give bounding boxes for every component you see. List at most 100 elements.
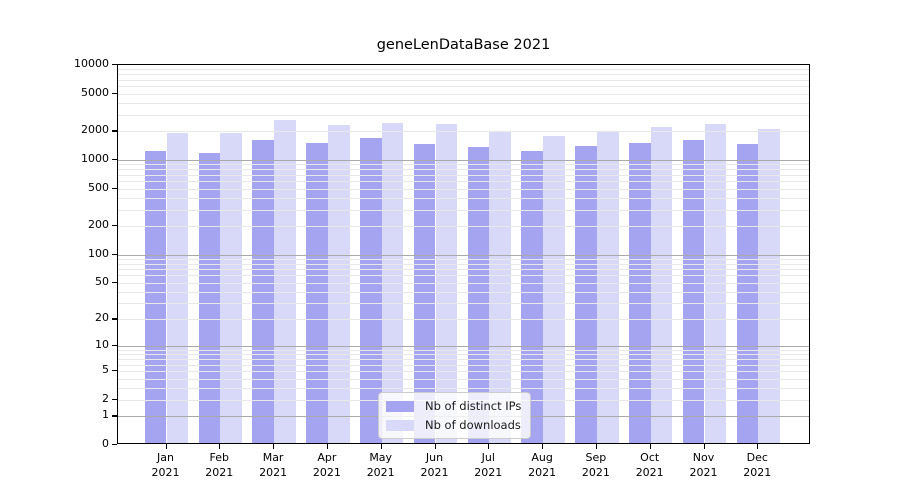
x-tick-label: Nov 2021: [676, 451, 732, 480]
month-label: Oct: [640, 451, 660, 464]
y-tick-label: 2000: [81, 123, 109, 137]
bar: [543, 135, 565, 443]
y-axis-tick: [112, 281, 117, 283]
legend-label-distinct-ips: Nb of distinct IPs: [425, 399, 522, 413]
y-tick-label: 100: [88, 246, 109, 260]
y-axis-tick: [112, 370, 117, 372]
x-axis-tick: [542, 444, 544, 449]
gridline-minor: [118, 226, 809, 228]
bar: [521, 151, 544, 443]
bar: [198, 152, 221, 443]
y-axis-tick: [112, 92, 117, 94]
gridline-minor: [118, 69, 809, 71]
year-label: 2021: [366, 465, 395, 479]
y-tick-label: 5000: [81, 85, 109, 99]
gridline-minor: [118, 359, 809, 361]
gridline-minor: [118, 378, 809, 380]
month-label: Aug: [531, 451, 553, 464]
gridline-minor: [118, 169, 809, 171]
bar: [252, 139, 275, 443]
x-tick-label: Mar 2021: [245, 451, 301, 480]
y-axis-tick: [112, 345, 117, 347]
year-label: 2021: [743, 465, 772, 479]
legend-label-downloads: Nb of downloads: [425, 418, 521, 432]
gridline-minor: [118, 350, 809, 351]
y-tick-label: 2: [102, 391, 109, 405]
month-label: Apr: [317, 451, 337, 464]
month-label: Jun: [425, 451, 444, 464]
y-axis-tick: [112, 130, 117, 132]
y-tick-label: 10: [95, 338, 109, 352]
gridline-major: [118, 346, 809, 348]
gridline-minor: [118, 174, 809, 176]
month-label: Dec: [746, 451, 768, 464]
gridline-minor: [118, 258, 809, 260]
year-label: 2021: [151, 465, 180, 479]
gridline-minor: [118, 354, 809, 356]
y-tick-label: 500: [88, 180, 109, 194]
gridline-minor: [118, 364, 809, 366]
bar: [166, 132, 189, 443]
gridline-minor: [118, 371, 809, 373]
y-axis-tick: [112, 253, 117, 255]
gridline-minor: [118, 102, 809, 104]
gridline-minor: [118, 387, 809, 389]
y-tick-label: 0: [102, 437, 109, 450]
month-label: Jul: [481, 451, 495, 464]
legend-swatch-downloads: [386, 419, 414, 431]
x-tick-label: Aug 2021: [514, 451, 570, 480]
gridline-minor: [118, 181, 809, 182]
bar: [736, 144, 759, 443]
y-axis-tick: [112, 187, 117, 189]
x-axis-tick: [434, 444, 436, 449]
y-tick-label: 200: [88, 218, 109, 232]
gridline-minor: [118, 263, 809, 265]
gridline-minor: [118, 114, 809, 116]
gridline-minor: [118, 93, 809, 95]
x-tick-label: Apr 2021: [299, 451, 355, 480]
x-tick-label: May 2021: [353, 451, 409, 480]
month-label: Sep: [585, 451, 607, 464]
y-tick-label: 20: [95, 311, 109, 325]
x-axis-tick: [488, 444, 490, 449]
y-axis-tick: [112, 64, 117, 66]
gridline-minor: [118, 291, 809, 293]
month-label: Mar: [262, 451, 284, 464]
y-tick-label: 1: [102, 408, 109, 422]
gridline-minor: [118, 131, 809, 133]
gridline-minor: [118, 74, 809, 76]
x-tick-label: Jul 2021: [460, 451, 516, 480]
x-tick-label: Dec 2021: [729, 451, 785, 480]
bar: [413, 143, 436, 443]
year-label: 2021: [635, 465, 664, 479]
legend-swatch-distinct-ips: [386, 400, 414, 412]
y-tick-label: 1000: [81, 151, 109, 165]
month-label: May: [369, 451, 393, 464]
bar: [575, 146, 597, 443]
y-axis-tick: [112, 225, 117, 227]
x-axis-tick: [165, 444, 167, 449]
year-label: 2021: [420, 465, 449, 479]
bar: [327, 124, 350, 443]
gridline-minor: [118, 209, 809, 211]
year-label: 2021: [259, 465, 288, 479]
y-axis-tick: [112, 398, 117, 400]
x-tick-label: Oct 2021: [622, 451, 678, 480]
x-axis-tick: [326, 444, 329, 449]
y-axis-tick: [112, 444, 117, 446]
gridline-minor: [118, 303, 809, 305]
legend-item-distinct-ips: Nb of distinct IPs: [386, 399, 521, 413]
y-tick-label: 5: [102, 363, 109, 377]
x-tick-label: Feb 2021: [191, 451, 247, 480]
y-tick-label: 10000: [74, 57, 109, 70]
y-axis-tick: [112, 415, 117, 417]
bar: [274, 119, 296, 443]
bar: [306, 143, 328, 443]
year-label: 2021: [528, 465, 557, 479]
bar: [220, 133, 242, 443]
year-label: 2021: [205, 465, 234, 479]
gridline-minor: [118, 282, 809, 284]
gridline-minor: [118, 86, 809, 88]
x-tick-label: Jun 2021: [407, 451, 463, 480]
